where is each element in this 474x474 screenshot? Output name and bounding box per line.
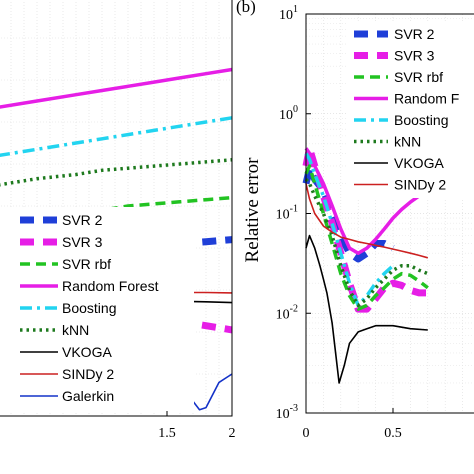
y-tick-label: 10-2 (276, 303, 298, 322)
y-tick-label: 101 (279, 4, 298, 23)
series-line-svr-rbf (304, 164, 429, 311)
legend-label-svr-3: SVR 3 (394, 48, 435, 64)
x-tick-label: 0.5 (384, 426, 402, 441)
legend-label-vkoga: VKOGA (394, 155, 444, 171)
x-tick-label: 1.5 (158, 426, 176, 441)
y-axis-label: Relative error (242, 157, 263, 263)
legend-label-boosting: Boosting (394, 112, 448, 128)
legend-label-boosting: Boosting (62, 300, 116, 316)
series-line-random-forest (0, 67, 233, 109)
legend-label-knn: kNN (62, 322, 89, 338)
series-line-random-f (304, 147, 429, 255)
legend-label-svr-rbf: SVR rbf (62, 256, 111, 272)
series-line-vkoga (305, 234, 428, 384)
right-series-lines (302, 144, 429, 384)
right-ticks: 0 0.5 101 100 10-1 10-2 10-3 (276, 4, 402, 441)
legend-label-random-forest: Random Forest (62, 278, 159, 294)
series-line-knn (0, 158, 233, 187)
legend-label-sindy-2: SINDy 2 (394, 177, 446, 193)
legend-label-knn: kNN (394, 134, 421, 150)
legend-label-svr-2: SVR 2 (62, 212, 103, 228)
legend-label-svr-rbf: SVR rbf (394, 69, 443, 85)
legend-label-svr-3: SVR 3 (62, 234, 103, 250)
left-x-ticks: 1.5 2 (158, 411, 236, 441)
y-tick-label: 10-3 (276, 403, 298, 422)
y-tick-label: 100 (279, 104, 298, 123)
legend-label-sindy-2: SINDy 2 (62, 366, 114, 382)
series-line-boosting (0, 116, 233, 158)
right-legend: SVR 2 SVR 3 SVR rbf Random F Boosting kNN VKOG… (348, 22, 474, 198)
panel-label: (b) (236, 0, 256, 16)
legend-background (348, 22, 474, 198)
left-axes-frame (0, 0, 233, 417)
legend-label-vkoga: VKOGA (62, 344, 112, 360)
x-tick-label: 2 (229, 426, 236, 441)
series-line-sindy-2 (305, 183, 429, 259)
left-legend: SVR 2 SVR 3 SVR rbf Random Forest Boosting kN… (0, 207, 194, 411)
legend-label-galerkin: Galerkin (62, 388, 114, 404)
chart-right-panel: 0 0.5 101 100 10-1 10-2 10-3 SVR 2 SVR 3 SVR rbf… (236, 0, 474, 441)
series-line-boosting (304, 152, 395, 308)
y-tick-label: 10-1 (276, 204, 298, 223)
legend-label-svr-2: SVR 2 (394, 26, 435, 42)
x-tick-label: 0 (303, 426, 310, 441)
legend-label-random-f: Random F (394, 91, 459, 107)
